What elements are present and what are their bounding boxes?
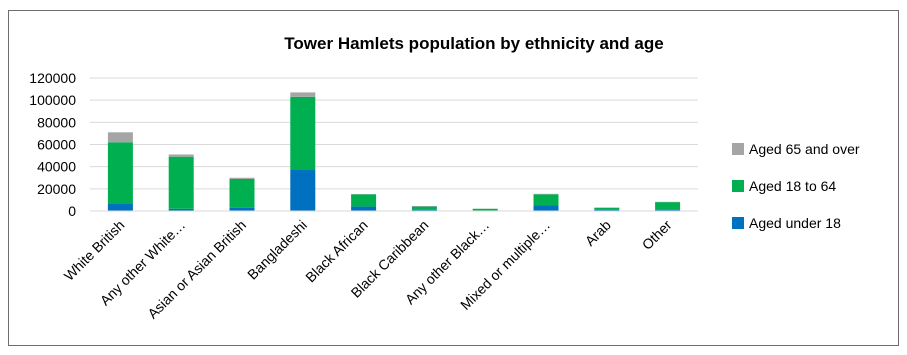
bar-segment (533, 205, 559, 211)
chart-title: Tower Hamlets population by ethnicity an… (284, 34, 663, 53)
bar-segment (411, 206, 437, 210)
x-tick-label: Arab (582, 217, 614, 249)
bar-segment (107, 142, 133, 204)
legend: Aged 65 and over Aged 18 to 64 Aged under … (732, 141, 860, 231)
y-tick-label: 60000 (37, 137, 76, 153)
bar-segment (351, 206, 377, 211)
bar-segment (229, 207, 255, 211)
bar-segment (229, 178, 255, 208)
bar-segment (594, 209, 620, 211)
bar-segment (594, 207, 620, 210)
y-axis: 0 20000 40000 60000 80000 100000 120000 (29, 70, 76, 219)
bar-segment (411, 206, 437, 207)
bar-segment (107, 203, 133, 211)
y-tick-label: 40000 (37, 159, 76, 175)
legend-swatch (732, 180, 744, 192)
bar-segment (533, 193, 559, 195)
y-tick-label: 20000 (37, 181, 76, 197)
bar-segment (290, 92, 316, 97)
chart-frame (8, 10, 899, 346)
bar-segment (107, 132, 133, 143)
x-tick-label: Bangladeshi (244, 217, 310, 283)
x-tick-label: Other (639, 217, 675, 253)
bar-segment (168, 154, 194, 157)
legend-label: Aged 18 to 64 (749, 178, 836, 194)
legend-label: Aged under 18 (749, 215, 841, 231)
y-tick-label: 0 (68, 203, 76, 219)
bar-segment (290, 96, 316, 170)
bar-segment (533, 194, 559, 206)
legend-swatch (732, 143, 744, 155)
bar-segment (229, 177, 255, 179)
bar-segment (472, 208, 498, 211)
bar-segment (168, 208, 194, 211)
legend-label: Aged 65 and over (749, 141, 860, 157)
bar-segment (411, 209, 437, 211)
bar-segment (655, 209, 681, 211)
y-tick-label: 120000 (29, 70, 76, 86)
y-tick-label: 80000 (37, 114, 76, 130)
bar-segment (290, 169, 316, 211)
bars (107, 92, 681, 211)
x-tick-label: White British (61, 217, 128, 284)
bar-segment (655, 202, 681, 210)
legend-swatch (732, 217, 744, 229)
bar-segment (168, 156, 194, 209)
bar-segment (351, 194, 377, 207)
y-tick-label: 100000 (29, 92, 76, 108)
x-tick-label: Black African (302, 217, 371, 286)
